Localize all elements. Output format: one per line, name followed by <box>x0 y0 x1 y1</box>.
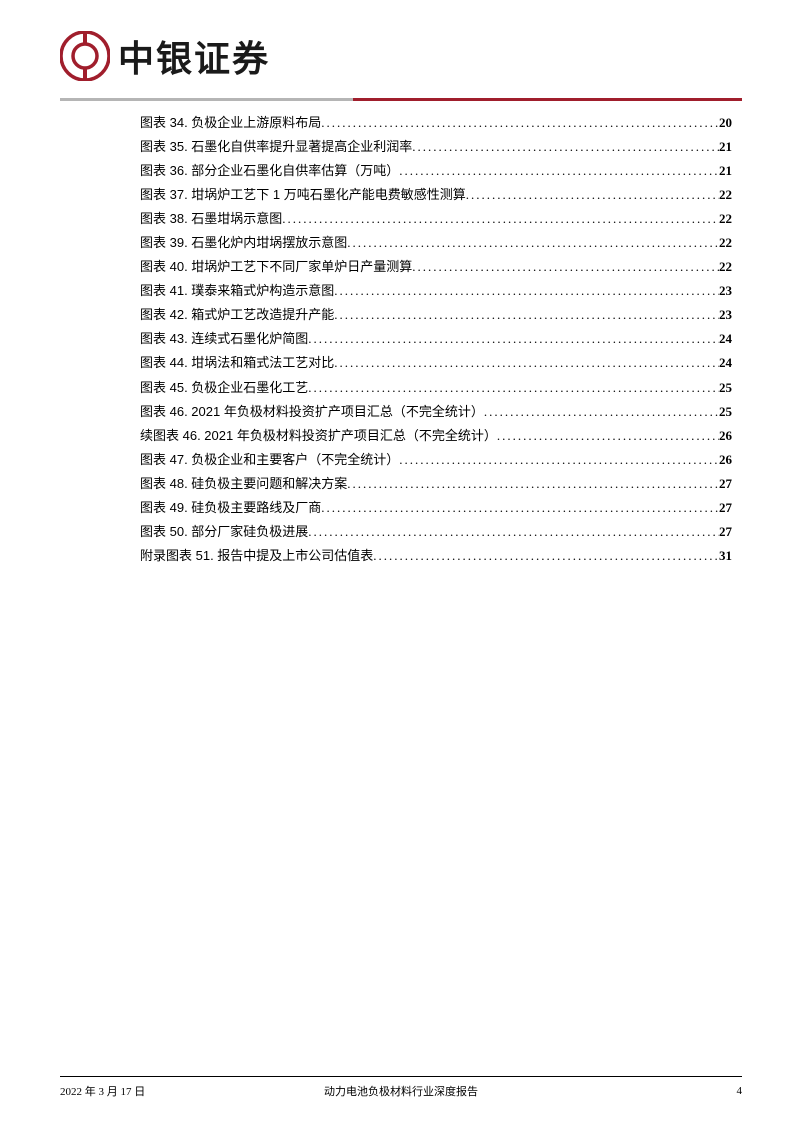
toc-item-label: 图表 37. 坩埚炉工艺下 1 万吨石墨化产能电费敏感性测算 <box>140 183 466 207</box>
toc-item-page: 27 <box>719 496 732 520</box>
toc-item-page: 22 <box>719 231 732 255</box>
toc-item-page: 23 <box>719 279 732 303</box>
toc-item: 图表 40. 坩埚炉工艺下不同厂家单炉日产量测算 22 <box>140 255 732 279</box>
toc-item-dots <box>373 544 719 568</box>
toc-item-label: 图表 44. 坩埚法和箱式法工艺对比 <box>140 351 334 375</box>
toc-item-dots <box>334 351 719 375</box>
toc-item-label: 图表 35. 石墨化自供率提升显著提高企业利润率 <box>140 135 412 159</box>
toc-item-label: 图表 47. 负极企业和主要客户（不完全统计） <box>140 448 399 472</box>
footer-divider <box>60 1076 742 1077</box>
page-container: 中银证券 图表 34. 负极企业上游原料布局 20图表 35. 石墨化自供率提升… <box>0 0 802 1133</box>
footer-page-number: 4 <box>515 1085 742 1097</box>
toc-item-page: 25 <box>719 400 732 424</box>
header-divider <box>60 88 742 91</box>
toc-item-label: 图表 46. 2021 年负极材料投资扩产项目汇总（不完全统计） <box>140 400 484 424</box>
toc-item-page: 22 <box>719 183 732 207</box>
toc-item: 图表 41. 璞泰来箱式炉构造示意图 23 <box>140 279 732 303</box>
toc-item-dots <box>347 472 719 496</box>
toc-item-dots <box>412 255 719 279</box>
toc-item-dots <box>321 496 719 520</box>
toc-item-dots <box>412 135 719 159</box>
toc-item-page: 25 <box>719 376 732 400</box>
toc-item-label: 图表 34. 负极企业上游原料布局 <box>140 111 321 135</box>
toc-item: 图表 45. 负极企业石墨化工艺 25 <box>140 376 732 400</box>
toc-item-dots <box>308 327 719 351</box>
toc-item-dots <box>484 400 719 424</box>
toc-item-dots <box>321 111 719 135</box>
toc-item: 图表 44. 坩埚法和箱式法工艺对比 24 <box>140 351 732 375</box>
toc-item: 图表 46. 2021 年负极材料投资扩产项目汇总（不完全统计） 25 <box>140 400 732 424</box>
toc-item-page: 24 <box>719 351 732 375</box>
toc-item-page: 26 <box>719 424 732 448</box>
toc-item-page: 27 <box>719 472 732 496</box>
toc-item-label: 图表 39. 石墨化炉内坩埚摆放示意图 <box>140 231 347 255</box>
toc-item-page: 23 <box>719 303 732 327</box>
toc-item-label: 图表 49. 硅负极主要路线及厂商 <box>140 496 321 520</box>
toc-item-dots <box>497 424 719 448</box>
toc-item-dots <box>334 303 719 327</box>
footer: 2022 年 3 月 17 日 动力电池负极材料行业深度报告 4 <box>60 1076 742 1099</box>
toc-item-label: 图表 48. 硅负极主要问题和解决方案 <box>140 472 347 496</box>
toc-item-dots <box>466 183 719 207</box>
toc-item-label: 续图表 46. 2021 年负极材料投资扩产项目汇总（不完全统计） <box>140 424 497 448</box>
toc-item: 图表 49. 硅负极主要路线及厂商 27 <box>140 496 732 520</box>
toc-item-page: 21 <box>719 135 732 159</box>
company-name: 中银证券 <box>118 30 270 82</box>
toc-item: 图表 37. 坩埚炉工艺下 1 万吨石墨化产能电费敏感性测算 22 <box>140 183 732 207</box>
toc-item-label: 图表 38. 石墨坩埚示意图 <box>140 207 282 231</box>
toc-item-page: 21 <box>719 159 732 183</box>
company-logo-icon <box>60 31 110 81</box>
toc-item: 图表 38. 石墨坩埚示意图 22 <box>140 207 732 231</box>
toc-item-dots <box>399 448 719 472</box>
toc-item: 图表 50. 部分厂家硅负极进展 27 <box>140 520 732 544</box>
toc-item-label: 图表 43. 连续式石墨化炉简图 <box>140 327 308 351</box>
toc-item-label: 附录图表 51. 报告中提及上市公司估值表 <box>140 544 373 568</box>
toc-item: 图表 39. 石墨化炉内坩埚摆放示意图 22 <box>140 231 732 255</box>
toc-item-page: 27 <box>719 520 732 544</box>
toc-item-label: 图表 40. 坩埚炉工艺下不同厂家单炉日产量测算 <box>140 255 412 279</box>
toc-item-label: 图表 42. 箱式炉工艺改造提升产能 <box>140 303 334 327</box>
toc-item-label: 图表 45. 负极企业石墨化工艺 <box>140 376 308 400</box>
toc-item: 图表 47. 负极企业和主要客户（不完全统计） 26 <box>140 448 732 472</box>
footer-content: 2022 年 3 月 17 日 动力电池负极材料行业深度报告 4 <box>60 1083 742 1099</box>
toc-item-page: 20 <box>719 111 732 135</box>
toc-item-label: 图表 50. 部分厂家硅负极进展 <box>140 520 308 544</box>
toc-item: 图表 36. 部分企业石墨化自供率估算（万吨） 21 <box>140 159 732 183</box>
toc-item: 续图表 46. 2021 年负极材料投资扩产项目汇总（不完全统计） 26 <box>140 424 732 448</box>
toc-item-dots <box>334 279 719 303</box>
toc-item-label: 图表 36. 部分企业石墨化自供率估算（万吨） <box>140 159 399 183</box>
footer-date: 2022 年 3 月 17 日 <box>60 1083 287 1099</box>
toc-item-dots <box>347 231 719 255</box>
footer-title: 动力电池负极材料行业深度报告 <box>287 1083 514 1099</box>
toc-item-page: 24 <box>719 327 732 351</box>
toc-item-dots <box>308 376 719 400</box>
toc-item-page: 31 <box>719 544 732 568</box>
toc-item-dots <box>308 520 719 544</box>
toc-item: 附录图表 51. 报告中提及上市公司估值表 31 <box>140 544 732 568</box>
toc-item: 图表 48. 硅负极主要问题和解决方案 27 <box>140 472 732 496</box>
header: 中银证券 <box>60 30 742 82</box>
toc-item-page: 22 <box>719 255 732 279</box>
toc-item-page: 22 <box>719 207 732 231</box>
toc-item-dots <box>399 159 719 183</box>
toc-item: 图表 43. 连续式石墨化炉简图 24 <box>140 327 732 351</box>
toc-item-dots <box>282 207 719 231</box>
toc-item: 图表 34. 负极企业上游原料布局 20 <box>140 111 732 135</box>
toc-item: 图表 35. 石墨化自供率提升显著提高企业利润率 21 <box>140 135 732 159</box>
toc-item-page: 26 <box>719 448 732 472</box>
toc-item-label: 图表 41. 璞泰来箱式炉构造示意图 <box>140 279 334 303</box>
toc-item: 图表 42. 箱式炉工艺改造提升产能 23 <box>140 303 732 327</box>
toc-list: 图表 34. 负极企业上游原料布局 20图表 35. 石墨化自供率提升显著提高企… <box>60 111 742 568</box>
